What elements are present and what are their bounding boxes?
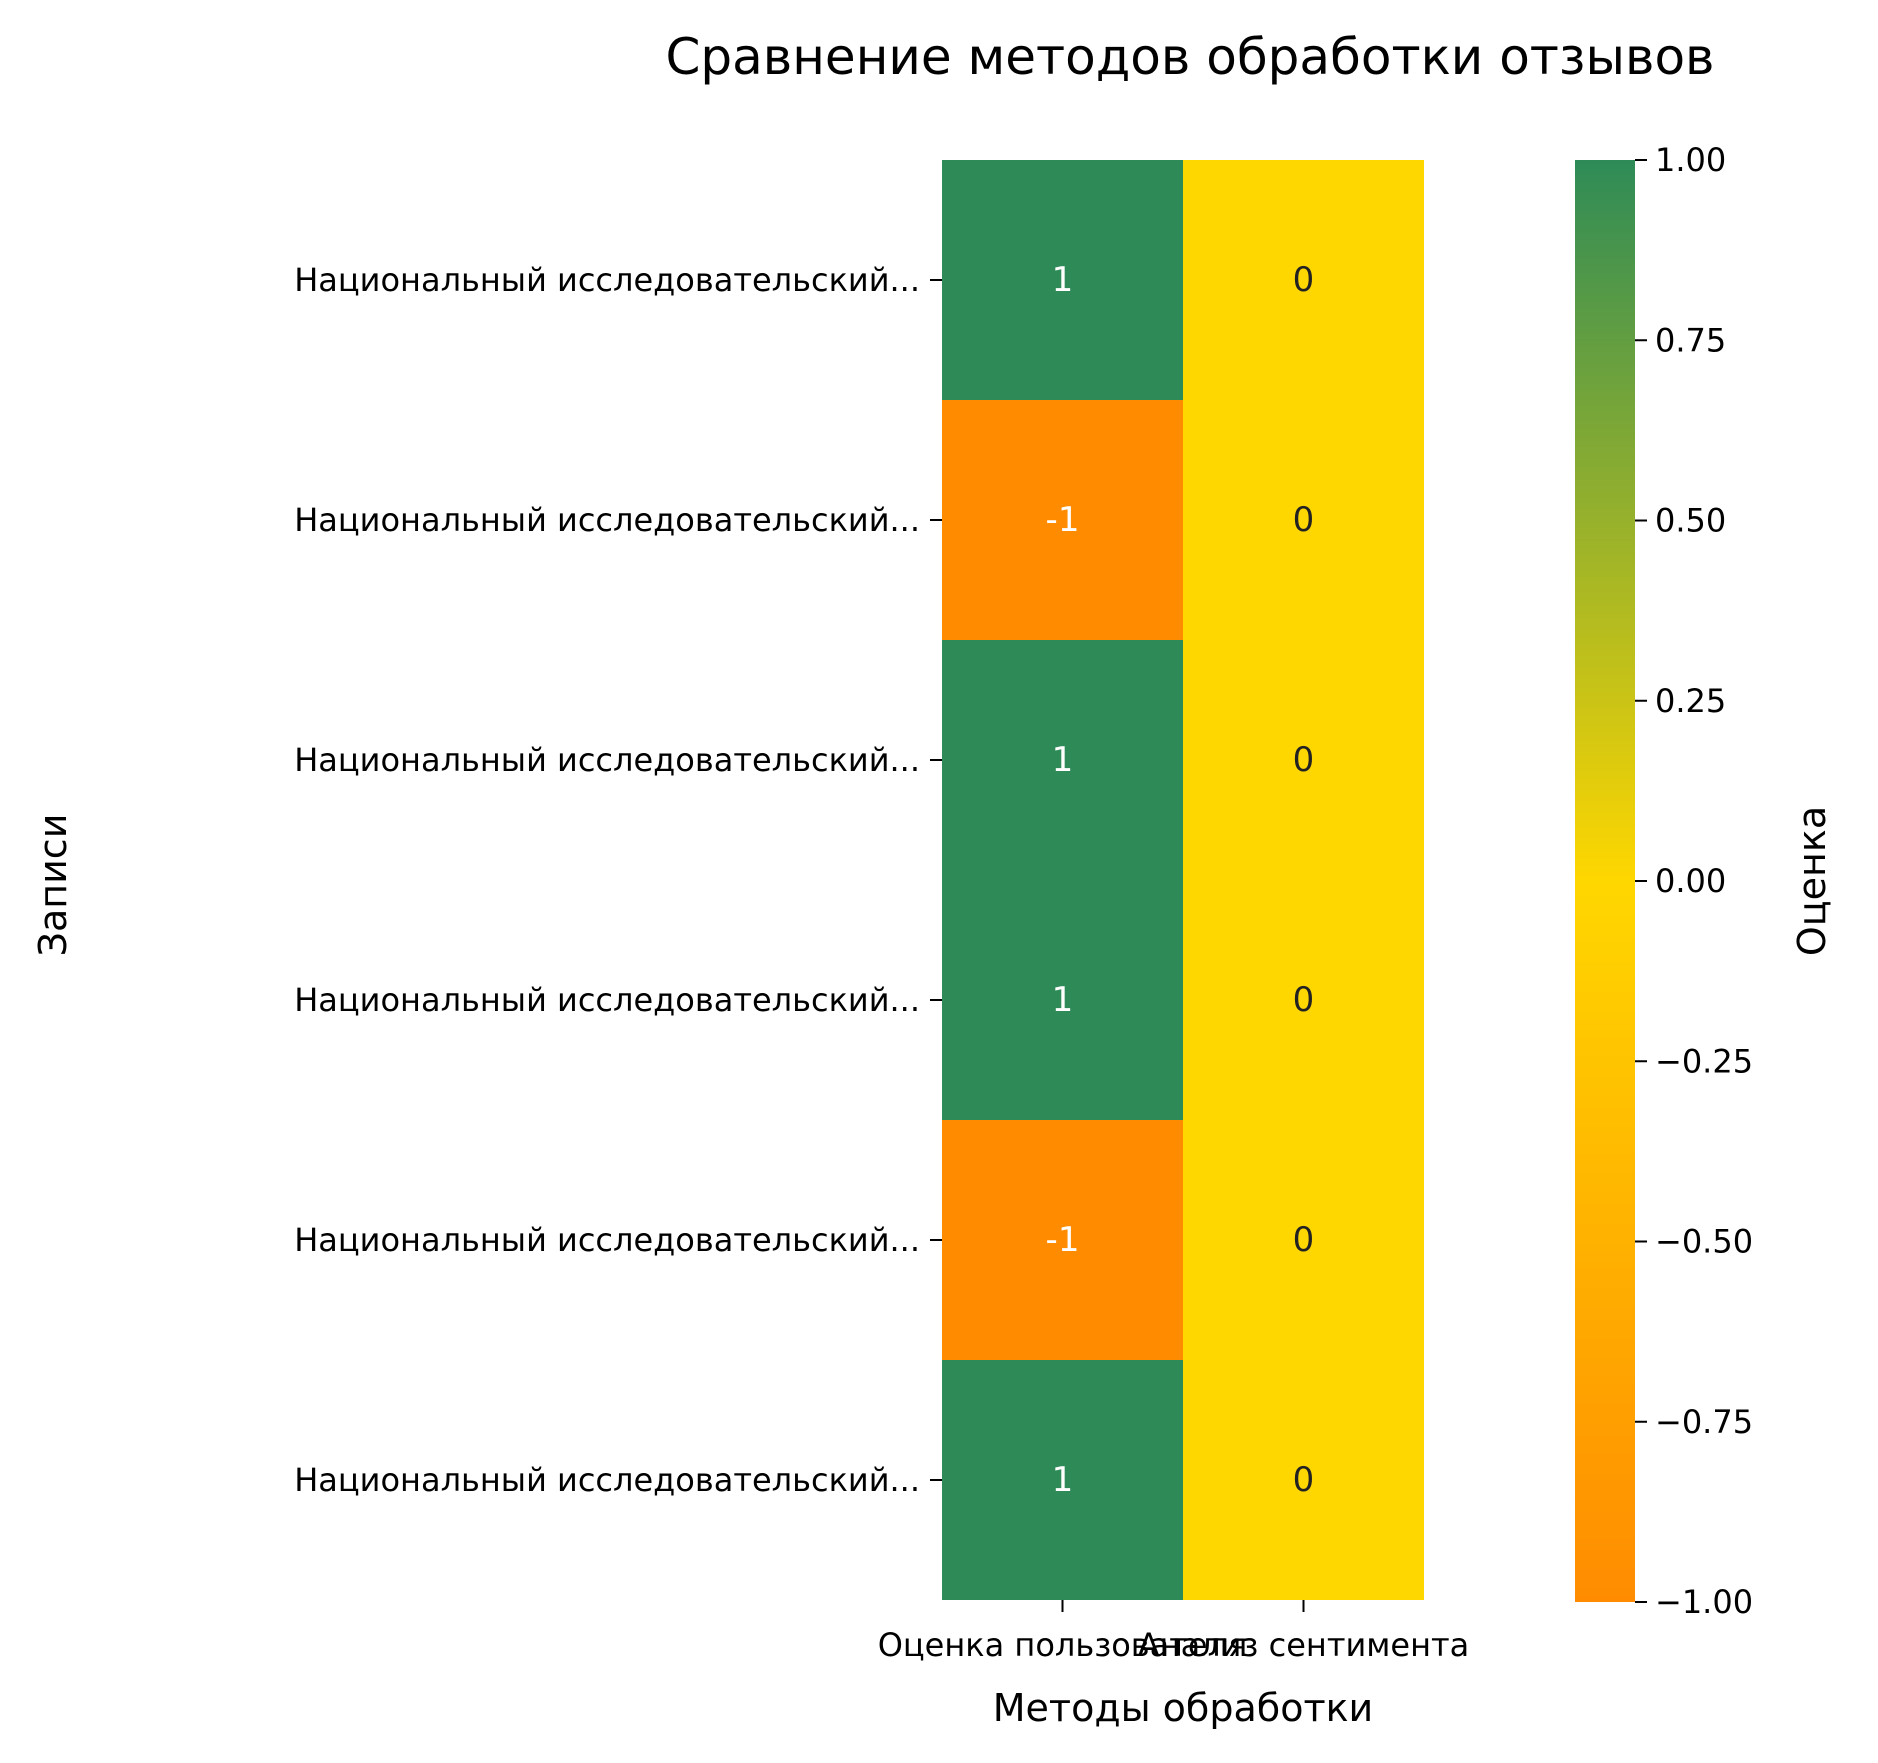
x-tick-label: Оценка пользователя (878, 1626, 1248, 1664)
heatmap-cell (1183, 400, 1424, 640)
chart-title: Сравнение методов обработки отзывов (665, 28, 1714, 86)
cell-value-label: 1 (1052, 260, 1074, 300)
colorbar-tick-label: 0.50 (1655, 502, 1726, 540)
colorbar (1575, 160, 1635, 1602)
cell-value-label: 0 (1293, 500, 1315, 540)
colorbar-ticks: 1.00 0.75 0.50 0.25 0.00 −0.25 −0.50 −0.75 −1.00 (1635, 141, 1753, 1621)
cell-value-label: 1 (1052, 740, 1074, 780)
heatmap-cell (942, 160, 1183, 400)
y-axis-label: Записи (31, 814, 75, 957)
cell-value-label: 1 (1052, 980, 1074, 1020)
colorbar-tick-label: −0.50 (1655, 1223, 1753, 1261)
colorbar-tick-label: −0.75 (1655, 1403, 1753, 1441)
heatmap-cell (1183, 1120, 1424, 1360)
cell-value-label: 0 (1293, 1460, 1315, 1500)
cell-value-label: 0 (1293, 260, 1315, 300)
y-tick-label: Национальный исследовательский... (294, 501, 920, 539)
y-tick-label: Национальный исследовательский... (294, 261, 920, 299)
heatmap-cells (942, 160, 1424, 1600)
cell-value-label: -1 (1046, 500, 1080, 540)
colorbar-label: Оценка (1790, 806, 1834, 956)
cell-value-label: 0 (1293, 740, 1315, 780)
heatmap-cell-labels: 1 0 -1 0 1 0 1 0 -1 0 1 0 (1046, 260, 1315, 1500)
colorbar-tick-label: −0.25 (1655, 1042, 1753, 1080)
heatmap-cell (942, 400, 1183, 640)
colorbar-tick-label: 0.75 (1655, 321, 1726, 359)
heatmap-cell (1183, 1360, 1424, 1600)
heatmap-cell (942, 1120, 1183, 1360)
cell-value-label: 0 (1293, 980, 1315, 1020)
cell-value-label: 1 (1052, 1460, 1074, 1500)
cell-value-label: -1 (1046, 1220, 1080, 1260)
colorbar-tick-label: 0.00 (1655, 862, 1726, 900)
cell-value-label: 0 (1293, 1220, 1315, 1260)
heatmap-cell (942, 640, 1183, 880)
x-axis-label: Методы обработки (993, 1686, 1373, 1730)
y-tick-label: Национальный исследовательский... (294, 981, 920, 1019)
colorbar-tick-label: 0.25 (1655, 682, 1726, 720)
heatmap-cell (942, 1360, 1183, 1600)
colorbar-tick-label: 1.00 (1655, 141, 1726, 179)
y-tick-label: Национальный исследовательский... (294, 1461, 920, 1499)
colorbar-tick-label: −1.00 (1655, 1583, 1753, 1621)
heatmap-cell (942, 880, 1183, 1120)
heatmap-cell (1183, 880, 1424, 1120)
y-axis-ticks: Национальный исследовательский... Национа… (294, 261, 942, 1499)
heatmap-cell (1183, 160, 1424, 400)
y-tick-label: Национальный исследовательский... (294, 1221, 920, 1259)
heatmap-cell (1183, 640, 1424, 880)
y-tick-label: Национальный исследовательский... (294, 741, 920, 779)
x-tick-label: Анализ сентимента (1138, 1626, 1470, 1664)
